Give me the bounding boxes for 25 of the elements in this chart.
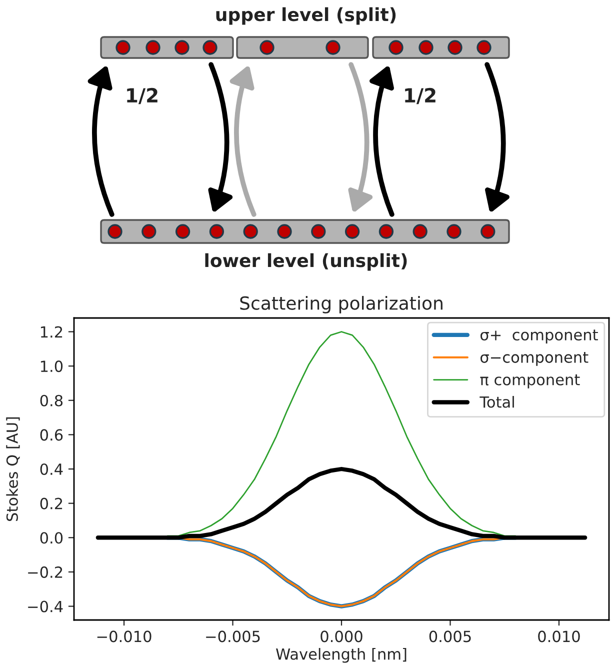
- legend-label: π component: [480, 374, 580, 388]
- y-tick-label: 0.8: [40, 394, 63, 406]
- legend-label: σ−component: [480, 352, 588, 366]
- legend-label: σ+ component: [480, 330, 598, 344]
- y-tick-label: 1.0: [40, 360, 63, 372]
- text: 1/2: [127, 88, 158, 104]
- x-tick-label: 0.010: [538, 630, 580, 642]
- x-tick-label: 0.000: [320, 630, 362, 642]
- chart-title: Scattering polarization: [240, 296, 442, 314]
- x-tick-label: −0.010: [97, 630, 152, 642]
- y-tick-label: 0.0: [40, 532, 63, 544]
- text: lower level (unsplit): [205, 253, 407, 271]
- y-tick-label: 0.6: [40, 429, 63, 441]
- y-tick-label: −0.2: [28, 566, 62, 578]
- text: 1/2: [405, 88, 436, 104]
- x-tick-label: −0.005: [206, 630, 260, 642]
- x-axis-title: Wavelength [nm]: [276, 648, 406, 663]
- y-tick-label: 1.2: [40, 326, 62, 338]
- x-tick-label: 0.005: [429, 630, 471, 642]
- y-axis-title: Stokes Q [AU]: [6, 417, 20, 521]
- y-tick-label: −0.4: [28, 600, 63, 612]
- legend-label: Total: [480, 396, 514, 408]
- y-tick-label: 0.4: [40, 463, 63, 476]
- text: upper level (split): [216, 7, 396, 25]
- y-tick-label: 0.2: [40, 498, 62, 510]
